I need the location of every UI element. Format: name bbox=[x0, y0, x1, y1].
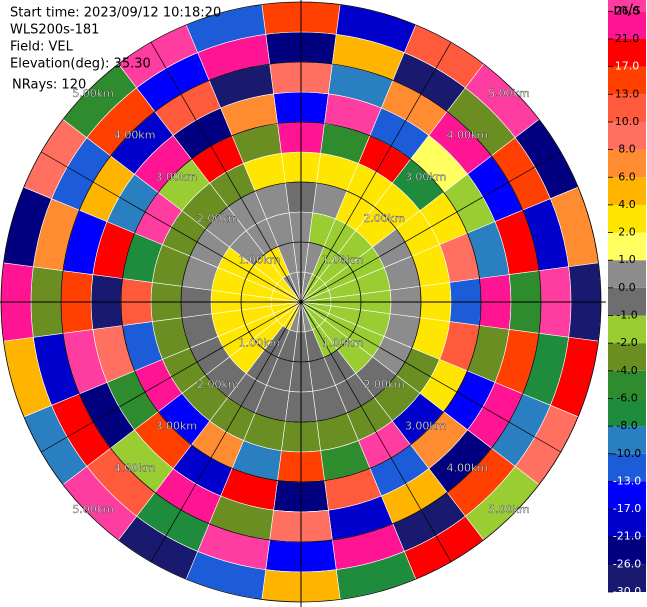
range-ring-label: 2.00km bbox=[363, 212, 405, 225]
range-ring-label: 5.00km bbox=[488, 503, 530, 516]
colorbar-tick-label: -6.0 bbox=[616, 391, 637, 404]
range-ring-label: 2.00km bbox=[197, 378, 239, 391]
colorbar-segment bbox=[608, 509, 646, 537]
range-ring-label: 3.00km bbox=[405, 420, 447, 433]
range-ring-label: 5.00km bbox=[72, 87, 114, 100]
range-ring-label: 4.00km bbox=[114, 129, 156, 142]
range-ring-label: 1.00km bbox=[322, 253, 364, 266]
range-ring bbox=[120, 121, 482, 483]
range-ring-label: 5.00km bbox=[72, 503, 114, 516]
colorbar-tick-label: -10.0 bbox=[613, 447, 641, 460]
colorbar-tick-label: 1.0 bbox=[618, 253, 636, 266]
colorbar-segment bbox=[608, 481, 646, 510]
colorbar-segment bbox=[608, 0, 646, 12]
colorbar-segment bbox=[608, 287, 646, 316]
range-ring-label: 3.00km bbox=[405, 170, 447, 183]
header-line: WLS200s-181 bbox=[10, 23, 99, 38]
range-ring-label: 2.00km bbox=[363, 378, 405, 391]
header-line: Start time: 2023/09/12 10:18:20 bbox=[10, 6, 221, 21]
colorbar-segment bbox=[608, 426, 646, 454]
colorbar-segment bbox=[608, 121, 646, 150]
colorbar-tick-label: 0.0 bbox=[618, 281, 636, 294]
range-ring-label: 4.00km bbox=[114, 461, 156, 474]
colorbar-tick-label: 2.0 bbox=[618, 226, 636, 239]
colorbar-segment bbox=[608, 536, 646, 565]
colorbar-title: m/s bbox=[613, 1, 641, 19]
colorbar-segment bbox=[608, 204, 646, 233]
range-ring-label: 1.00km bbox=[322, 337, 364, 350]
range-ring-label: 5.00km bbox=[488, 87, 530, 100]
range-ring bbox=[240, 241, 362, 363]
colorbar-segment bbox=[608, 149, 646, 178]
colorbar-tick-label: -17.0 bbox=[613, 502, 641, 515]
range-ring bbox=[0, 1, 602, 603]
ppi-overlay: 1.00km 1.00km 1.00km 1.00km 2.00km 2.00km 2.00… bbox=[0, 0, 606, 607]
colorbar-tick-label: -1.0 bbox=[616, 309, 637, 322]
colorbar-tick-label: 17.0 bbox=[615, 60, 640, 73]
range-ring-label: 2.00km bbox=[197, 212, 239, 225]
colorbar-tick-label: -13.0 bbox=[613, 474, 641, 487]
range-ring bbox=[60, 61, 542, 543]
colorbar-segment bbox=[608, 66, 646, 95]
colorbar-segment bbox=[608, 260, 646, 288]
colorbar-segment bbox=[608, 94, 646, 122]
colorbar-segment bbox=[608, 453, 646, 482]
colorbar-tick-label: -26.0 bbox=[613, 557, 641, 570]
colorbar-tick-label: 6.0 bbox=[618, 170, 636, 183]
range-ring-label: 4.00km bbox=[447, 461, 489, 474]
range-ring bbox=[180, 181, 422, 423]
colorbar-segment bbox=[608, 370, 646, 399]
header-line: Field: VEL bbox=[10, 40, 74, 55]
colorbar-segment bbox=[608, 232, 646, 261]
colorbar-tick-label: 13.0 bbox=[615, 87, 640, 100]
colorbar-tick-label: -30.0 bbox=[613, 585, 641, 598]
ppi-plot bbox=[0, 1, 602, 603]
colorbar-tick-label: -4.0 bbox=[616, 364, 637, 377]
range-ring-label: 1.00km bbox=[239, 337, 281, 350]
colorbar-tick-label: -2.0 bbox=[616, 336, 637, 349]
colorbar: -30.0 -26.0 -21.0 -17.0 -13.0 -10.0 -8.0 -6.0 -4… bbox=[608, 0, 646, 598]
range-ring-label: 3.00km bbox=[155, 420, 197, 433]
colorbar-tick-label: 26.0 bbox=[615, 4, 640, 17]
range-ring-label: 4.00km bbox=[447, 129, 489, 142]
colorbar-segment bbox=[608, 315, 646, 344]
colorbar-tick-label: -8.0 bbox=[616, 419, 637, 432]
range-ring-label: 1.00km bbox=[239, 253, 281, 266]
header-line: Elevation(deg): 35.30 bbox=[10, 57, 151, 72]
range-ring-label: 3.00km bbox=[155, 170, 197, 183]
colorbar-segment bbox=[608, 398, 646, 427]
colorbar-tick-label: 8.0 bbox=[618, 143, 636, 156]
header: Start time: 2023/09/12 10:18:20 WLS200s-1… bbox=[10, 6, 221, 93]
colorbar-tick-label: 4.0 bbox=[618, 198, 636, 211]
colorbar-tick-label: 21.0 bbox=[615, 32, 640, 45]
colorbar-tick-label: 10.0 bbox=[615, 115, 640, 128]
colorbar-segment bbox=[608, 343, 646, 371]
header-line: NRays: 120 bbox=[12, 78, 86, 93]
colorbar-segment bbox=[608, 564, 646, 592]
colorbar-tick-label: -21.0 bbox=[613, 530, 641, 543]
colorbar-segment bbox=[608, 177, 646, 205]
colorbar-segment bbox=[608, 11, 646, 39]
colorbar-segment bbox=[608, 39, 646, 67]
